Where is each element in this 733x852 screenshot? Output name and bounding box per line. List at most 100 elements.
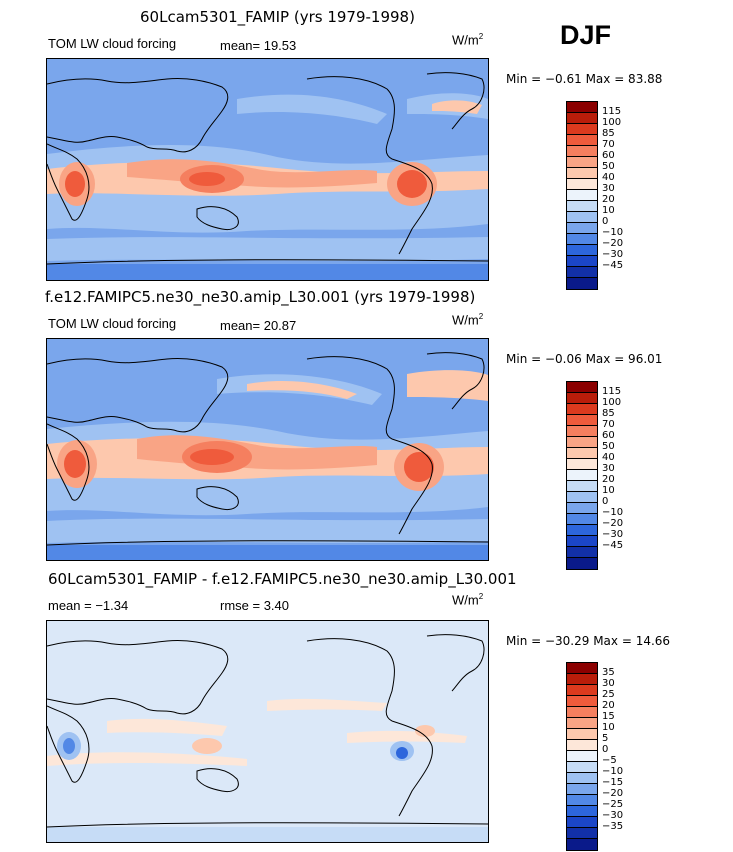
colorbar-swatch — [567, 124, 597, 135]
panel-1-colorbar — [566, 101, 598, 290]
colorbar-tick-label: 100 — [602, 397, 622, 408]
colorbar-tick-label: 0 — [602, 216, 609, 227]
colorbar-swatch — [567, 536, 597, 547]
colorbar-swatch — [567, 707, 597, 718]
panel-2-title: f.e12.FAMIPC5.ne30_ne30.amip_L30.001 (yr… — [45, 288, 476, 306]
panel-3-map — [46, 620, 489, 843]
colorbar-swatch — [567, 663, 597, 674]
colorbar-swatch — [567, 784, 597, 795]
colorbar-swatch — [567, 201, 597, 212]
colorbar-tick-label: 0 — [602, 744, 609, 755]
colorbar-tick-label: 40 — [602, 452, 615, 463]
colorbar-swatch — [567, 382, 597, 393]
panel-1-mean: mean= 19.53 — [220, 38, 297, 53]
colorbar-swatch — [567, 459, 597, 470]
colorbar-swatch — [567, 481, 597, 492]
colorbar-swatch — [567, 514, 597, 525]
colorbar-tick-label: −10 — [602, 227, 624, 238]
colorbar-tick-label: 70 — [602, 419, 615, 430]
colorbar-tick-label: −30 — [602, 529, 624, 540]
colorbar-tick-label: 10 — [602, 722, 615, 733]
panel-1-title: 60Lcam5301_FAMIP (yrs 1979-1998) — [140, 8, 415, 26]
colorbar-swatch — [567, 393, 597, 404]
colorbar-swatch — [567, 492, 597, 503]
colorbar-tick-label: 20 — [602, 474, 615, 485]
panel-1-colorbar-ticks: 115 100 85 70 60 50 40 30 20 10 0 −10 −20 −30 −45 — [602, 106, 623, 271]
colorbar-swatch — [567, 839, 597, 850]
panel-2-colorbar — [566, 381, 598, 570]
colorbar-tick-label: −25 — [602, 799, 624, 810]
colorbar-swatch — [567, 806, 597, 817]
season-label: DJF — [560, 20, 612, 50]
panel-1-minmax: Min = −0.61 Max = 83.88 — [506, 72, 663, 86]
colorbar-tick-label: 30 — [602, 678, 615, 689]
panel-3-rmse: rmse = 3.40 — [220, 598, 290, 613]
colorbar-tick-label: −35 — [602, 821, 624, 832]
colorbar-tick-label: −20 — [602, 238, 624, 249]
colorbar-swatch — [567, 223, 597, 234]
panel-3-title: 60Lcam5301_FAMIP - f.e12.FAMIPC5.ne30_ne… — [48, 570, 517, 588]
colorbar-tick-label: 60 — [602, 150, 615, 161]
colorbar-swatch — [567, 740, 597, 751]
colorbar-tick-label: 85 — [602, 128, 615, 139]
colorbar-tick-label: 35 — [602, 667, 615, 678]
colorbar-tick-label: 50 — [602, 161, 615, 172]
colorbar-swatch — [567, 135, 597, 146]
colorbar-swatch — [567, 828, 597, 839]
colorbar-swatch — [567, 146, 597, 157]
panel-1-map-svg — [47, 59, 488, 280]
colorbar-swatch — [567, 102, 597, 113]
colorbar-swatch — [567, 212, 597, 223]
colorbar-swatch — [567, 190, 597, 201]
colorbar-swatch — [567, 234, 597, 245]
colorbar-tick-label: 20 — [602, 194, 615, 205]
panel-3-colorbar — [566, 662, 598, 851]
colorbar-tick-label: −20 — [602, 788, 624, 799]
colorbar-swatch — [567, 696, 597, 707]
colorbar-swatch — [567, 448, 597, 459]
colorbar-tick-label: 5 — [602, 733, 609, 744]
colorbar-tick-label: −20 — [602, 518, 624, 529]
colorbar-tick-label: 60 — [602, 430, 615, 441]
colorbar-tick-label: 115 — [602, 106, 622, 117]
colorbar-swatch — [567, 179, 597, 190]
panel-3-colorbar-ticks: 35 30 25 20 15 10 5 0 −5 −10 −15 −20 −25 −30 −35 — [602, 667, 623, 832]
colorbar-swatch — [567, 245, 597, 256]
panel-2-units: W/m2 — [452, 312, 484, 328]
colorbar-tick-label: 115 — [602, 386, 622, 397]
colorbar-swatch — [567, 256, 597, 267]
panel-2-map-svg — [47, 339, 488, 560]
colorbar-swatch — [567, 470, 597, 481]
colorbar-swatch — [567, 795, 597, 806]
colorbar-tick-label: 30 — [602, 463, 615, 474]
colorbar-swatch — [567, 404, 597, 415]
colorbar-swatch — [567, 685, 597, 696]
colorbar-swatch — [567, 751, 597, 762]
colorbar-swatch — [567, 547, 597, 558]
colorbar-tick-label: −5 — [602, 755, 617, 766]
colorbar-tick-label: 30 — [602, 183, 615, 194]
colorbar-swatch — [567, 168, 597, 179]
colorbar-swatch — [567, 729, 597, 740]
colorbar-swatch — [567, 113, 597, 124]
colorbar-tick-label: 10 — [602, 205, 615, 216]
colorbar-tick-label: 50 — [602, 441, 615, 452]
colorbar-tick-label: 20 — [602, 700, 615, 711]
colorbar-swatch — [567, 773, 597, 784]
colorbar-swatch — [567, 718, 597, 729]
colorbar-tick-label: −30 — [602, 249, 624, 260]
colorbar-swatch — [567, 267, 597, 278]
colorbar-swatch — [567, 762, 597, 773]
colorbar-swatch — [567, 437, 597, 448]
colorbar-tick-label: −10 — [602, 766, 624, 777]
panel-3-mean: mean = −1.34 — [48, 598, 129, 613]
colorbar-swatch — [567, 558, 597, 569]
colorbar-swatch — [567, 415, 597, 426]
panel-2-minmax: Min = −0.06 Max = 96.01 — [506, 352, 663, 366]
colorbar-tick-label: −45 — [602, 540, 624, 551]
panel-1-map — [46, 58, 489, 281]
panel-3-map-svg — [47, 621, 488, 842]
panel-1-units: W/m2 — [452, 32, 484, 48]
colorbar-tick-label: −45 — [602, 260, 624, 271]
colorbar-tick-label: 10 — [602, 485, 615, 496]
